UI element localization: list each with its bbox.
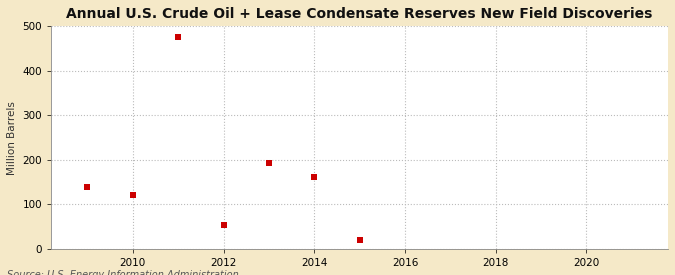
Y-axis label: Million Barrels: Million Barrels — [7, 101, 17, 175]
Point — [309, 175, 320, 179]
Point — [218, 222, 229, 227]
Point — [263, 161, 274, 166]
Point — [82, 185, 93, 189]
Point — [173, 35, 184, 40]
Title: Annual U.S. Crude Oil + Lease Condensate Reserves New Field Discoveries: Annual U.S. Crude Oil + Lease Condensate… — [66, 7, 653, 21]
Text: Source: U.S. Energy Information Administration: Source: U.S. Energy Information Administ… — [7, 271, 238, 275]
Point — [354, 238, 365, 242]
Point — [128, 192, 138, 197]
